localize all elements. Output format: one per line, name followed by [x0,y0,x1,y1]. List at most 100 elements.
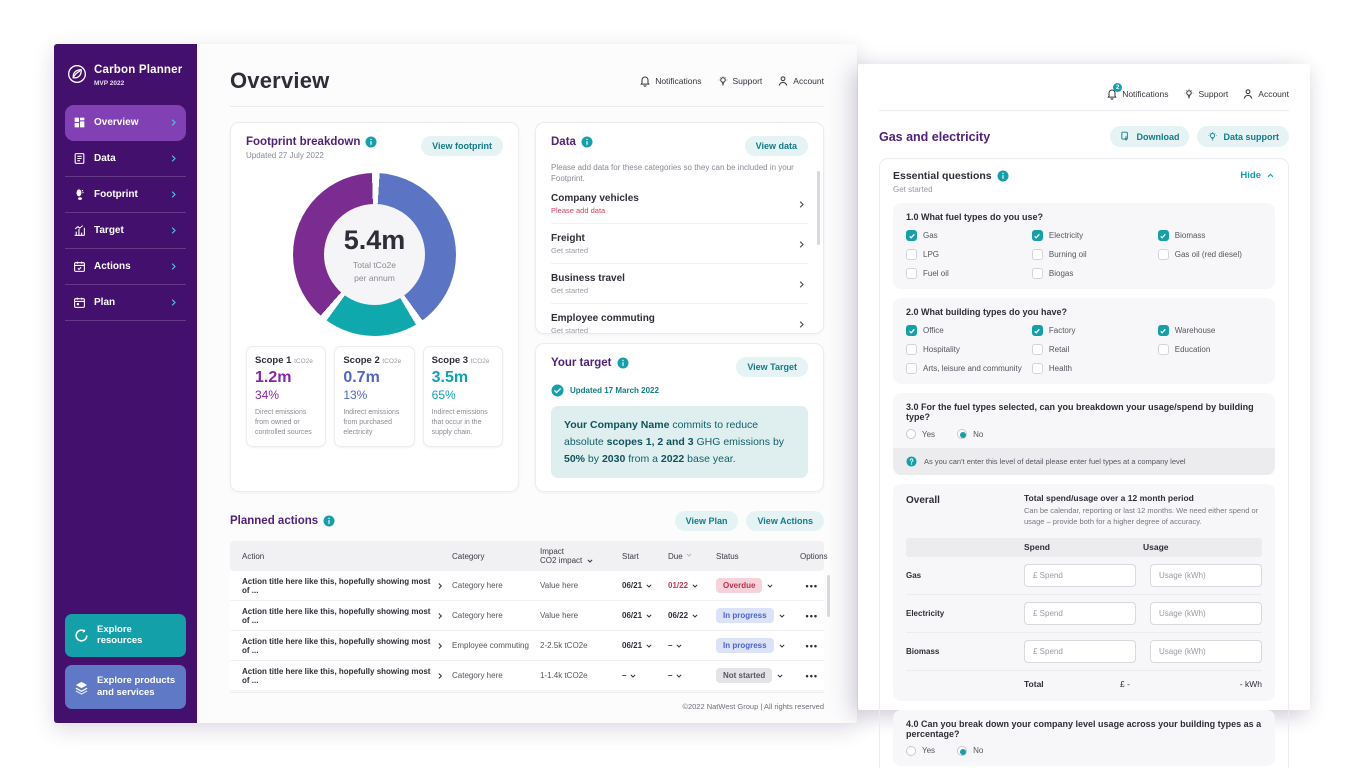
checkbox-option[interactable]: LPG [906,249,1026,260]
checkbox[interactable] [1157,344,1169,355]
checkbox[interactable] [906,268,917,279]
checkbox[interactable] [1031,268,1043,279]
chevron-down-icon[interactable] [586,557,594,565]
view-actions-button[interactable]: View Actions [746,511,824,532]
scrollbar[interactable] [827,575,830,618]
scrollbar[interactable] [817,171,820,245]
spend-input[interactable] [1024,601,1136,625]
data-category-item[interactable]: Company vehicles Please add data [551,184,808,225]
explore-resources-button[interactable]: Explore resources [65,613,186,658]
checkbox-option[interactable]: Burning oil [1031,249,1152,260]
checkbox-option[interactable]: Electricity [1031,230,1152,241]
info-icon[interactable] [323,515,335,527]
view-target-button[interactable]: View Target [736,357,808,377]
checkbox-option[interactable]: Warehouse [1157,325,1262,336]
data-category-item[interactable]: Employee commuting Get started [551,304,808,333]
checkbox[interactable] [906,249,917,260]
info-icon[interactable] [365,136,377,148]
sidebar-item-overview[interactable]: Overview [65,105,186,141]
account-button[interactable]: Account [777,75,824,87]
row-options-button[interactable]: ••• [805,670,818,681]
info-icon[interactable] [997,170,1009,182]
action-cell[interactable]: Action title here like this, hopefully s… [230,577,448,595]
sidebar-item-plan[interactable]: Plan [65,285,186,321]
due-date-dropdown[interactable]: – [668,671,708,680]
start-date-dropdown[interactable]: – [622,671,660,680]
radio-button[interactable] [957,429,968,439]
checkbox[interactable] [906,363,917,374]
action-cell[interactable]: Action title here like this, hopefully s… [230,607,448,625]
radio-button[interactable] [906,745,916,756]
chevron-down-icon[interactable] [766,582,774,590]
info-icon[interactable] [617,357,629,369]
checkbox[interactable] [1157,325,1169,336]
sidebar-item-target[interactable]: Target [65,213,186,249]
due-date-dropdown[interactable]: 06/22 [668,611,708,620]
chevron-down-icon[interactable] [776,672,784,680]
sidebar-item-data[interactable]: Data [65,141,186,177]
view-data-button[interactable]: View data [744,136,808,156]
row-options-button[interactable]: ••• [805,610,818,621]
view-footprint-button[interactable]: View footprint [421,136,503,156]
radio-option[interactable]: Yes [906,429,935,439]
usage-input[interactable] [1150,563,1262,587]
start-date-dropdown[interactable]: 06/21 [622,581,660,590]
chevron-down-icon[interactable] [778,642,786,650]
checkbox-option[interactable]: Gas [906,230,1026,241]
checkbox[interactable] [1157,249,1169,260]
radio-button[interactable] [957,745,968,756]
data-category-item[interactable]: Freight Get started [551,224,808,265]
checkbox[interactable] [1031,249,1043,260]
checkbox-option[interactable]: Retail [1031,344,1152,355]
checkbox[interactable] [906,325,917,336]
info-icon[interactable] [581,136,593,148]
data-support-button[interactable]: Data support [1197,126,1289,147]
explore-products-button[interactable]: Explore products and services [65,665,186,709]
notifications-button[interactable]: Notifications [639,75,702,87]
due-date-dropdown[interactable]: 01/22 [668,581,708,590]
checkbox[interactable] [1157,230,1169,241]
action-cell[interactable]: Action title here like this, hopefully s… [230,637,448,655]
support-button[interactable]: Support [1183,88,1228,100]
support-button[interactable]: Support [717,75,762,87]
column-due[interactable]: Due [664,551,712,561]
account-button[interactable]: Account [1242,88,1289,100]
row-options-button[interactable]: ••• [805,640,818,651]
checkbox-option[interactable]: Biogas [1031,268,1152,279]
action-cell[interactable]: Action title here like this, hopefully s… [230,667,448,685]
sidebar-item-footprint[interactable]: Footprint [65,177,186,213]
download-button[interactable]: Download [1110,126,1190,147]
checkbox-option[interactable]: Education [1157,344,1262,355]
sidebar-item-actions[interactable]: Actions [65,249,186,285]
radio-button[interactable] [906,429,916,439]
chevron-down-icon[interactable] [778,612,786,620]
radio-option[interactable]: Yes [906,745,935,756]
chevron-down-icon[interactable] [685,551,693,559]
spend-input[interactable] [1024,563,1136,587]
notifications-button[interactable]: 2 Notifications [1106,83,1169,100]
checkbox[interactable] [1031,344,1043,355]
hide-section-button[interactable]: Hide [1240,170,1275,181]
start-date-dropdown[interactable]: 06/21 [622,611,660,620]
checkbox[interactable] [1031,363,1043,374]
column-impact[interactable]: Impact CO2 impact [536,547,618,565]
checkbox-option[interactable]: Hospitality [906,344,1026,355]
usage-input[interactable] [1150,601,1262,625]
data-category-item[interactable]: Business travel Get started [551,264,808,305]
due-date-dropdown[interactable]: – [668,641,708,650]
checkbox[interactable] [906,344,917,355]
usage-input[interactable] [1150,639,1262,663]
spend-input[interactable] [1024,639,1136,663]
checkbox-option[interactable]: Gas oil (red diesel) [1157,249,1262,260]
checkbox[interactable] [1031,230,1043,241]
checkbox-option[interactable]: Office [906,325,1026,336]
checkbox-option[interactable]: Fuel oil [906,268,1026,279]
checkbox-option[interactable]: Biomass [1157,230,1262,241]
checkbox[interactable] [906,230,917,241]
checkbox-option[interactable]: Health [1031,363,1152,374]
radio-option[interactable]: No [957,429,983,439]
view-plan-button[interactable]: View Plan [674,511,739,532]
radio-option[interactable]: No [957,745,983,756]
checkbox-option[interactable]: Factory [1031,325,1152,336]
start-date-dropdown[interactable]: 06/21 [622,641,660,650]
